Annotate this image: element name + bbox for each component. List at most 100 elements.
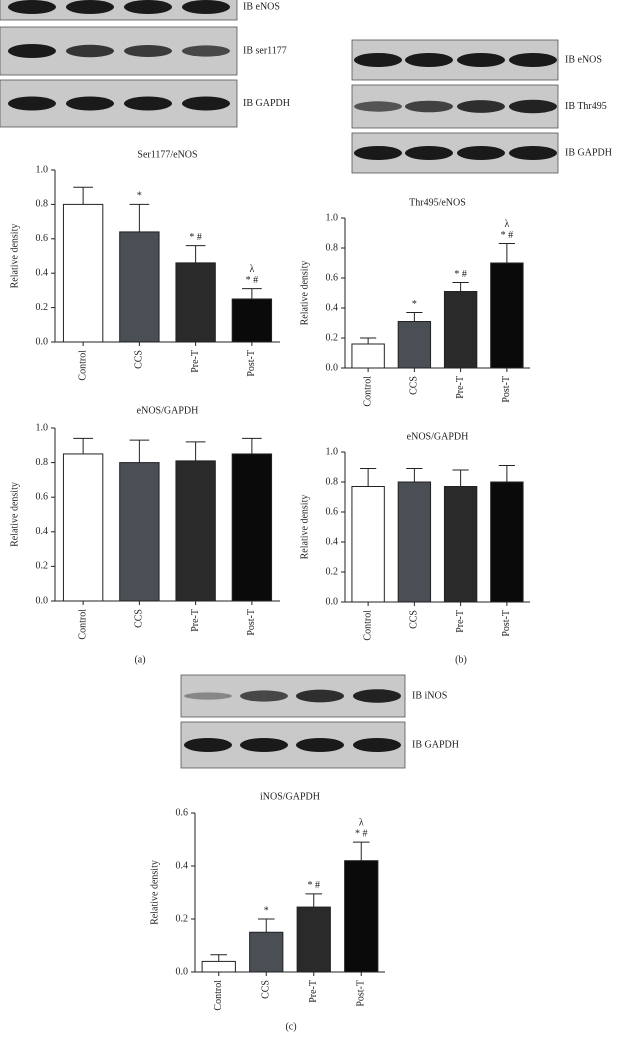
panel-label: (c): [285, 1021, 296, 1032]
y-tick-label: 0.6: [36, 233, 49, 244]
significance-mark: λ: [249, 264, 254, 275]
y-tick-label: 0.0: [36, 595, 49, 606]
significance-mark: λ: [359, 817, 364, 828]
x-tick-label: Post-T: [501, 376, 512, 403]
y-tick-label: 0.8: [326, 476, 339, 487]
bar: [351, 343, 385, 369]
y-tick-label: 0.8: [36, 199, 49, 210]
bar: [201, 960, 236, 973]
bar: [119, 231, 160, 343]
y-tick-label: 0.0: [176, 966, 189, 977]
blot-band: [354, 101, 402, 112]
blot-panel: [0, 0, 238, 21]
y-tick-label: 1.0: [36, 422, 49, 433]
blot-band: [405, 53, 453, 67]
panel-label: (b): [455, 654, 467, 665]
blot-band: [457, 146, 505, 160]
chart-title: Ser1177/eNOS: [137, 149, 197, 160]
bar: [397, 321, 432, 369]
blot-band: [457, 100, 505, 113]
bar: [119, 462, 160, 602]
bar: [175, 460, 216, 602]
significance-mark: *: [264, 905, 269, 916]
significance-mark: λ: [504, 219, 509, 230]
blot-band: [182, 45, 230, 57]
x-tick-label: Pre-T: [455, 610, 466, 633]
y-tick-label: 0.4: [326, 302, 339, 313]
bar: [249, 931, 284, 973]
x-tick-label: CCS: [134, 350, 145, 369]
blot-band: [66, 96, 114, 111]
blot-band: [354, 53, 402, 67]
bar: [62, 453, 104, 602]
y-tick-label: 0.6: [326, 506, 339, 517]
y-tick-label: 0.2: [326, 332, 339, 343]
blot-band: [457, 53, 505, 67]
significance-mark: * #: [454, 269, 467, 280]
blot-label: IB GAPDH: [243, 98, 290, 109]
significance-mark: * #: [246, 275, 259, 286]
blot-band: [66, 0, 114, 14]
y-tick-label: 0.8: [36, 457, 49, 468]
y-axis-label: Relative density: [299, 495, 310, 560]
bar: [296, 906, 331, 973]
chart-title: Thr495/eNOS: [409, 197, 466, 208]
y-tick-label: 0.6: [36, 491, 49, 502]
blot-band: [8, 0, 56, 14]
blot-band: [66, 44, 114, 58]
x-tick-label: CCS: [409, 610, 420, 629]
blot-band: [405, 100, 453, 113]
blot-label: IB GAPDH: [412, 739, 459, 750]
blot-band: [296, 738, 344, 752]
x-tick-label: Post-T: [356, 980, 367, 1007]
bar: [490, 481, 524, 603]
y-axis-label: Relative density: [9, 482, 20, 547]
chart-title: eNOS/GAPDH: [137, 405, 199, 416]
x-tick-label: CCS: [134, 609, 145, 628]
bar: [231, 298, 273, 343]
y-tick-label: 0.4: [326, 536, 339, 547]
y-tick-label: 0.0: [36, 336, 49, 347]
blot-band: [8, 96, 56, 111]
y-tick-label: 0.4: [36, 526, 49, 537]
x-tick-label: Control: [77, 609, 88, 640]
blot-band: [353, 738, 401, 752]
y-tick-label: 0.2: [36, 561, 49, 572]
bar: [175, 262, 216, 343]
x-tick-label: CCS: [409, 376, 420, 395]
bar: [443, 291, 478, 369]
bar: [443, 486, 478, 603]
blot-band: [509, 99, 557, 114]
y-tick-label: 1.0: [36, 164, 49, 175]
blot-label: IB eNOS: [243, 1, 280, 12]
blot-band: [124, 96, 172, 111]
x-tick-label: Post-T: [246, 350, 257, 377]
bar: [62, 203, 104, 343]
y-tick-label: 0.6: [176, 807, 189, 818]
blot-band: [182, 0, 230, 14]
blot-band: [124, 0, 172, 14]
significance-mark: * #: [501, 230, 514, 241]
blot-band: [184, 738, 232, 752]
y-tick-label: 0.2: [36, 302, 49, 313]
y-axis-label: Relative density: [299, 261, 310, 326]
x-tick-label: Control: [213, 980, 224, 1011]
blot-band: [182, 96, 230, 111]
blot-band: [184, 692, 232, 700]
significance-mark: * #: [189, 232, 202, 243]
x-tick-label: CCS: [261, 980, 272, 999]
significance-mark: *: [412, 299, 417, 310]
y-tick-label: 0.2: [176, 913, 189, 924]
blot-band: [509, 146, 557, 160]
blot-band: [354, 146, 402, 160]
y-tick-label: 0.2: [326, 566, 339, 577]
blot-label: IB iNOS: [412, 690, 447, 701]
x-tick-label: Control: [362, 610, 373, 641]
x-tick-label: Pre-T: [190, 350, 201, 373]
y-tick-label: 0.4: [176, 860, 189, 871]
blot-band: [124, 45, 172, 57]
x-tick-label: Pre-T: [455, 376, 466, 399]
bar: [344, 860, 379, 973]
chart-title: eNOS/GAPDH: [407, 431, 469, 442]
